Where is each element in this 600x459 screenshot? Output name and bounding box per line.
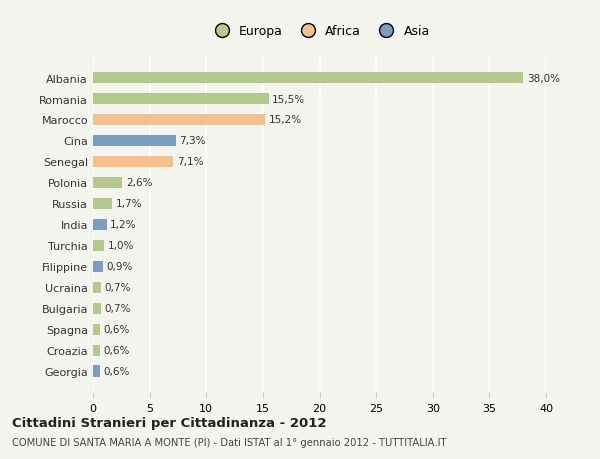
Bar <box>93 73 523 84</box>
Bar <box>93 366 100 377</box>
Text: 0,7%: 0,7% <box>104 283 131 293</box>
Bar <box>93 261 103 273</box>
Text: 0,7%: 0,7% <box>104 304 131 313</box>
Bar <box>93 94 269 105</box>
Bar <box>93 114 265 126</box>
Text: Cittadini Stranieri per Cittadinanza - 2012: Cittadini Stranieri per Cittadinanza - 2… <box>12 416 326 429</box>
Text: 0,9%: 0,9% <box>107 262 133 272</box>
Bar <box>93 324 100 336</box>
Bar <box>93 177 122 189</box>
Text: 7,3%: 7,3% <box>179 136 206 146</box>
Bar <box>93 282 101 293</box>
Text: 1,7%: 1,7% <box>116 199 142 209</box>
Text: 15,2%: 15,2% <box>269 115 302 125</box>
Bar <box>93 345 100 356</box>
Bar <box>93 303 101 314</box>
Bar <box>93 240 104 252</box>
Text: 7,1%: 7,1% <box>177 157 203 167</box>
Text: 2,6%: 2,6% <box>126 178 152 188</box>
Text: 15,5%: 15,5% <box>272 94 305 104</box>
Legend: Europa, Africa, Asia: Europa, Africa, Asia <box>204 20 435 43</box>
Text: 38,0%: 38,0% <box>527 73 560 84</box>
Bar <box>93 157 173 168</box>
Text: 0,6%: 0,6% <box>103 366 130 376</box>
Text: COMUNE DI SANTA MARIA A MONTE (PI) - Dati ISTAT al 1° gennaio 2012 - TUTTITALIA.: COMUNE DI SANTA MARIA A MONTE (PI) - Dat… <box>12 437 446 447</box>
Bar <box>93 198 112 210</box>
Text: 0,6%: 0,6% <box>103 325 130 335</box>
Text: 1,2%: 1,2% <box>110 220 136 230</box>
Bar <box>93 135 176 147</box>
Bar <box>93 219 107 231</box>
Text: 1,0%: 1,0% <box>108 241 134 251</box>
Text: 0,6%: 0,6% <box>103 346 130 356</box>
